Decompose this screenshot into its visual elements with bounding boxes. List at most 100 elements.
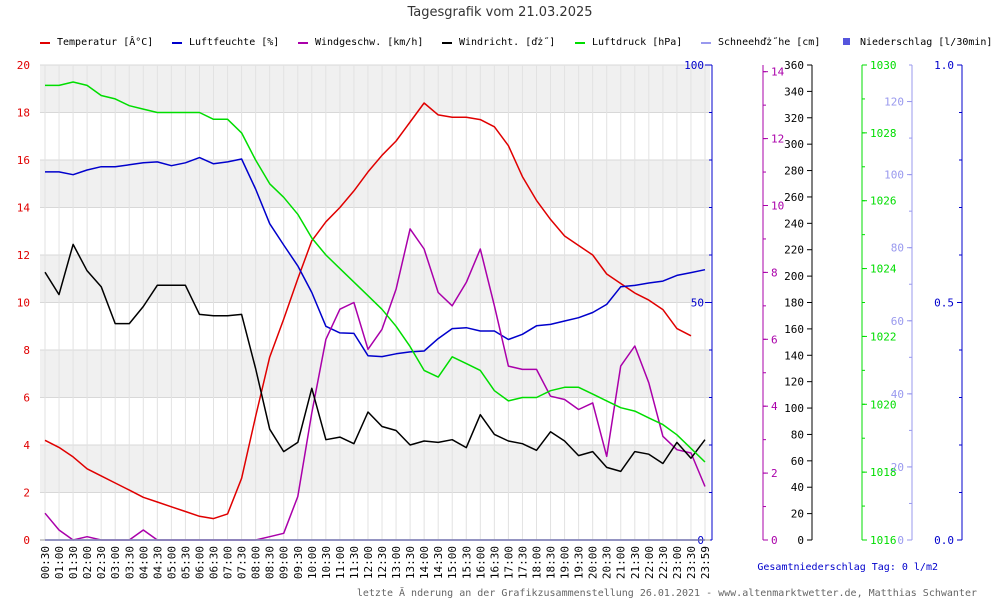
wind-speed-tick-label: 14 [771,66,785,79]
legend-label: Schneehďż˝he [cm] [718,36,820,48]
x-tick-label: 20:00 [587,546,600,579]
grid-band [40,397,710,445]
x-tick-label: 16:30 [488,546,501,579]
temperature-tick-label: 0 [23,534,30,547]
wind-speed-tick-label: 8 [771,266,778,279]
x-tick-label: 23:59 [699,546,712,579]
grid-band [40,65,710,113]
wind-direction-tick-label: 260 [784,191,804,204]
wind-direction-tick-label: 80 [791,428,804,441]
x-tick-label: 14:30 [432,546,445,579]
x-tick-label: 15:30 [460,546,473,579]
x-tick-label: 23:00 [671,546,684,579]
temperature-tick-label: 20 [17,59,30,72]
pressure-tick-label: 1020 [870,398,897,411]
grid-band [40,112,710,160]
grid-bands [40,65,710,540]
temperature-axis: 0 2 4 6 8 10 12 14 16 18 20 [17,59,31,547]
pressure-tick-label: 1028 [870,127,897,140]
pressure-tick-label: 1018 [870,466,897,479]
legend-label: Niederschlag [l/30min] [860,37,992,48]
x-tick-label: 21:30 [629,546,642,579]
snow-height-tick-label: 120 [884,96,904,109]
precipitation-tick-label: 1.0 [934,59,954,72]
wind-speed-tick-label: 0 [771,534,778,547]
series-line-temperature [44,102,692,520]
humidity-tick-label: 100 [684,59,704,72]
x-tick-label: 04:30 [151,546,164,579]
temperature-tick-label: 6 [23,392,30,405]
precipitation-tick-label: 0.0 [934,534,954,547]
x-tick-label: 01:00 [53,546,66,579]
wind-speed-tick-label: 6 [771,333,778,346]
wind-direction-tick-label: 40 [791,481,804,494]
temperature-tick-label: 4 [23,439,30,452]
x-tick-label: 16:00 [474,546,487,579]
x-tick-label: 08:30 [264,546,277,579]
x-tick-label: 05:30 [179,546,192,579]
wind-direction-tick-label: 160 [784,323,804,336]
snow-height-tick-label: 100 [884,169,904,182]
legend-swatch [843,38,850,45]
x-tick-label: 05:00 [165,546,178,579]
wind-direction-tick-label: 60 [791,455,804,468]
x-tick-label: 09:30 [292,546,305,579]
footer-credit: letzte Ă nderung an der Grafikzusammenst… [357,586,977,599]
snow-height-tick-label: 40 [891,388,904,401]
legend-label: Temperatur [Â°C] [57,35,153,48]
total-precipitation-label: Gesamtniederschlag Tag: 0 l/m2 [757,562,938,573]
x-tick-label: 14:00 [418,546,431,579]
x-tick-label: 11:00 [334,546,347,579]
x-tick-label: 18:30 [545,546,558,579]
snow-height-tick-label: 80 [891,242,904,255]
wind-direction-tick-label: 360 [784,59,804,72]
x-tick-label: 17:00 [502,546,515,579]
humidity-tick-label: 50 [691,297,704,310]
snow-height-tick-label: 0 [897,534,904,547]
x-tick-label: 03:00 [109,546,122,579]
x-tick-label: 02:30 [95,546,108,579]
snow-height-tick-label: 20 [891,461,904,474]
pressure-tick-label: 1026 [870,195,897,208]
grid-band [40,255,710,303]
wind-direction-tick-label: 240 [784,217,804,230]
wind-speed-tick-label: 2 [771,467,778,480]
x-tick-label: 18:00 [531,546,544,579]
x-tick-label: 19:00 [559,546,572,579]
x-tick-label: 03:30 [123,546,136,579]
pressure-tick-label: 1030 [870,59,897,72]
x-tick-label: 04:00 [137,546,150,579]
series-line-wind-speed [44,228,706,541]
pressure-tick-label: 1022 [870,330,897,343]
legend-label: Windricht. [ďż˝] [459,36,555,48]
pressure-tick-label: 1016 [870,534,897,547]
precipitation-tick-label: 0.5 [934,297,954,310]
x-tick-label: 23:30 [685,546,698,579]
x-tick-label: 12:00 [362,546,375,579]
x-tick-label: 10:30 [320,546,333,579]
temperature-tick-label: 10 [17,297,30,310]
time-axis: 00:30 01:00 01:30 02:00 02:30 03:00 03:30 04:00… [39,539,712,579]
x-tick-label: 11:30 [348,546,361,579]
x-tick-label: 01:30 [67,546,80,579]
wind-speed-tick-label: 4 [771,400,778,413]
x-tick-label: 09:00 [278,546,291,579]
x-tick-label: 21:00 [615,546,628,579]
snow-height-tick-label: 60 [891,315,904,328]
temperature-tick-label: 16 [17,154,30,167]
wind-direction-tick-label: 200 [784,270,804,283]
chart-title: Tagesgrafik vom 21.03.2025 [406,5,592,20]
temperature-tick-label: 8 [23,344,30,357]
legend-label: Luftfeuchte [%] [189,37,279,48]
grid-band [40,160,710,208]
temperature-tick-label: 14 [17,202,31,215]
wind-direction-tick-label: 0 [797,534,804,547]
grid-band [40,302,710,350]
series-line-pressure [45,81,706,463]
temperature-tick-label: 12 [17,249,30,262]
pressure-tick-label: 1024 [870,263,897,276]
legend: Temperatur [Â°C] Luftfeuchte [%] Windgesch… [40,35,992,48]
x-tick-label: 19:30 [573,546,586,579]
wind-direction-tick-label: 340 [784,85,804,98]
